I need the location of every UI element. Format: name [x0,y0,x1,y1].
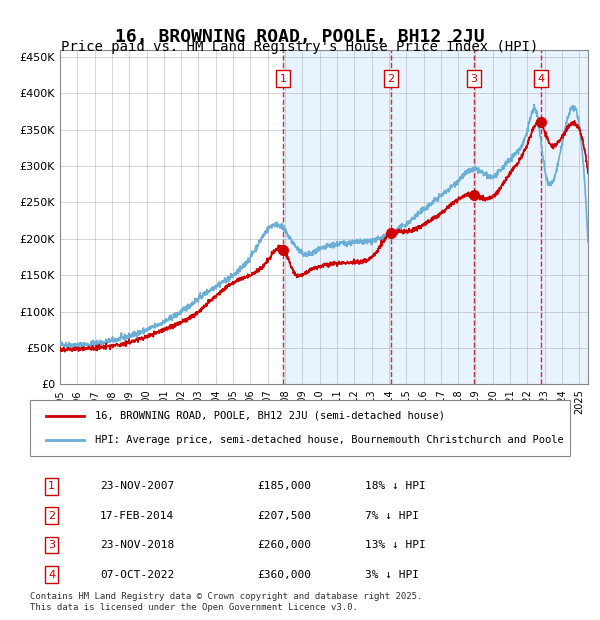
Text: 07-OCT-2022: 07-OCT-2022 [100,570,175,580]
Text: 4: 4 [48,570,55,580]
Text: Price paid vs. HM Land Registry's House Price Index (HPI): Price paid vs. HM Land Registry's House … [61,40,539,55]
Text: 7% ↓ HPI: 7% ↓ HPI [365,511,419,521]
Text: £260,000: £260,000 [257,540,311,550]
Text: HPI: Average price, semi-detached house, Bournemouth Christchurch and Poole: HPI: Average price, semi-detached house,… [95,435,563,445]
Text: £207,500: £207,500 [257,511,311,521]
Text: 16, BROWNING ROAD, POOLE, BH12 2JU (semi-detached house): 16, BROWNING ROAD, POOLE, BH12 2JU (semi… [95,410,445,420]
Text: £360,000: £360,000 [257,570,311,580]
Text: 2: 2 [387,74,394,84]
Bar [474,50,541,384]
Bar [541,50,588,384]
Text: 23-NOV-2007: 23-NOV-2007 [100,481,175,491]
Bar [283,50,391,384]
Text: 16, BROWNING ROAD, POOLE, BH12 2JU: 16, BROWNING ROAD, POOLE, BH12 2JU [115,28,485,46]
Text: 17-FEB-2014: 17-FEB-2014 [100,511,175,521]
Text: 3: 3 [48,540,55,550]
FancyBboxPatch shape [30,400,570,456]
Text: 13% ↓ HPI: 13% ↓ HPI [365,540,425,550]
Text: 3% ↓ HPI: 3% ↓ HPI [365,570,419,580]
Text: 23-NOV-2018: 23-NOV-2018 [100,540,175,550]
Text: 2: 2 [48,511,55,521]
Text: 4: 4 [537,74,544,84]
Text: £185,000: £185,000 [257,481,311,491]
Text: 1: 1 [280,74,287,84]
Text: 1: 1 [48,481,55,491]
Text: 3: 3 [470,74,477,84]
Bar [391,50,474,384]
Text: Contains HM Land Registry data © Crown copyright and database right 2025.
This d: Contains HM Land Registry data © Crown c… [30,592,422,611]
Text: 18% ↓ HPI: 18% ↓ HPI [365,481,425,491]
